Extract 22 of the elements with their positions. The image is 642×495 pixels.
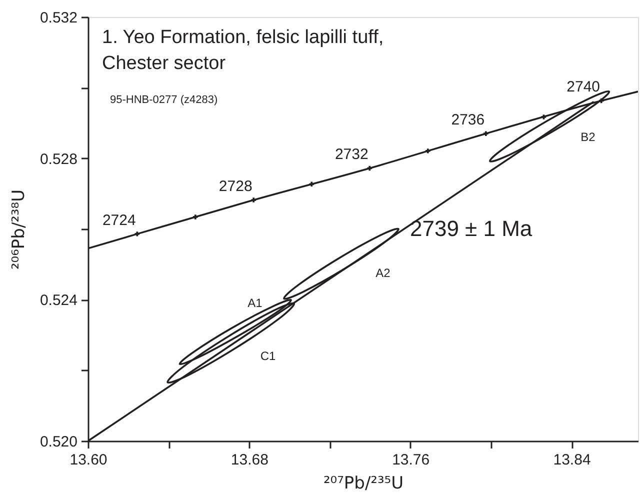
x-tick-label: 13.68	[230, 452, 268, 468]
x-tick-label: 13.76	[392, 452, 430, 468]
annotation: 2728	[218, 178, 252, 196]
annotation: 2732	[334, 146, 368, 164]
annotation: 2740	[566, 78, 600, 96]
annotation: A2	[376, 266, 391, 280]
y-tick-label: 0.520	[40, 434, 78, 450]
annotation: 2724	[102, 212, 136, 229]
y-tick-label: 0.528	[40, 150, 78, 168]
y-axis-title: ²⁰⁶Pb/²³⁸U	[8, 189, 29, 270]
x-tick-label: 13.60	[70, 452, 108, 468]
annotation: A1	[248, 296, 263, 310]
annotation: C1	[260, 349, 276, 363]
annotation: 2736	[451, 112, 485, 129]
annotation: 2739 ± 1 Ma	[410, 216, 533, 241]
x-axis-title: ²⁰⁷Pb/²³⁵U	[323, 474, 404, 494]
y-tick-label: 0.532	[40, 10, 78, 26]
text: 1. Yeo Formation, felsic lapilli tuff, Chester sector	[102, 27, 384, 74]
annotation: B2	[580, 130, 596, 144]
text: 95-HNB-0277 (z4283)	[110, 94, 218, 106]
y-tick-label: 0.524	[40, 292, 78, 310]
x-tick-label: 13.84	[553, 452, 591, 468]
